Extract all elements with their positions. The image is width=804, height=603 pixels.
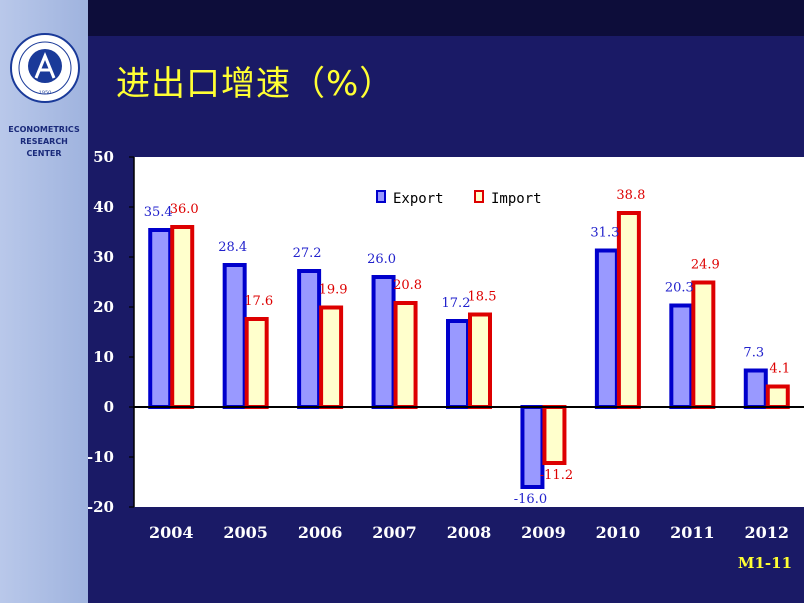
export-data-label: 28.4 [218, 240, 247, 255]
import-bar [319, 305, 344, 409]
legend-import-label: Import [491, 191, 542, 207]
center-name-line-3: CENTER [26, 149, 62, 158]
x-category-label: 2004 [149, 523, 194, 542]
import-bar [616, 211, 641, 409]
top-band [88, 0, 804, 36]
import-data-label: 20.8 [393, 278, 422, 293]
y-tick-label: 10 [93, 348, 114, 366]
import-bar [244, 317, 269, 409]
y-tick-label: 0 [104, 398, 114, 416]
export-data-label: 26.0 [367, 252, 396, 267]
export-data-label: 17.2 [442, 296, 471, 311]
import-bar [170, 225, 195, 409]
import-bar [468, 312, 492, 409]
export-bar [669, 303, 694, 409]
export-bar [743, 368, 768, 409]
institute-logo: 1950 [10, 33, 80, 103]
export-bar [297, 269, 322, 409]
legend-export-swatch [376, 190, 386, 203]
export-data-label: 7.3 [743, 346, 764, 361]
x-category-label: 2005 [223, 523, 268, 542]
import-data-label: 4.1 [769, 362, 790, 377]
legend-import-swatch [474, 190, 484, 203]
sidebar: 1950 ECONOMETRICS RESEARCH CENTER [0, 0, 88, 603]
y-tick-label: 30 [93, 248, 114, 266]
export-bar [148, 228, 173, 409]
import-bar [542, 405, 567, 465]
export-data-label: -16.0 [514, 492, 547, 507]
import-data-label: 38.8 [616, 188, 645, 203]
export-bar [222, 263, 247, 409]
import-data-label: 24.9 [691, 258, 720, 273]
x-category-label: 2010 [596, 523, 641, 542]
export-data-label: 20.3 [665, 281, 694, 296]
import-data-label: 18.5 [468, 290, 497, 305]
legend-export-label: Export [393, 191, 444, 207]
import-data-label: 17.6 [244, 294, 273, 309]
import-data-label: -11.2 [540, 468, 573, 483]
growth-bar-chart: 50403020100-10-2035.436.0200428.417.6200… [88, 148, 804, 542]
y-tick-label: 20 [93, 298, 114, 316]
import-data-label: 36.0 [170, 202, 199, 217]
export-bar [371, 275, 396, 409]
slide-number: M1-11 [737, 554, 792, 572]
export-data-label: 31.3 [590, 226, 619, 241]
y-tick-label: -10 [88, 448, 114, 466]
y-tick-label: -20 [88, 498, 114, 516]
x-category-label: 2011 [670, 523, 715, 542]
research-center-name: ECONOMETRICS RESEARCH CENTER [0, 124, 88, 160]
x-category-label: 2006 [298, 523, 343, 542]
export-data-label: 27.2 [293, 246, 322, 261]
y-tick-label: 40 [93, 198, 114, 216]
import-bar [765, 384, 790, 409]
import-bar [691, 280, 716, 409]
chart-legend: Export Import [376, 190, 542, 207]
x-category-label: 2009 [521, 523, 566, 542]
center-name-line-1: ECONOMETRICS [8, 125, 80, 134]
import-data-label: 19.9 [319, 283, 348, 298]
slide-title: 进出口增速（%） [116, 64, 395, 104]
x-category-label: 2007 [372, 523, 417, 542]
import-bar [393, 301, 418, 409]
center-name-line-2: RESEARCH [20, 137, 68, 146]
export-bar [594, 248, 619, 409]
x-category-label: 2008 [447, 523, 492, 542]
export-bar [446, 319, 470, 409]
logo-year: 1950 [39, 90, 52, 96]
export-data-label: 35.4 [144, 205, 173, 220]
y-tick-label: 50 [93, 148, 114, 166]
x-category-label: 2012 [745, 523, 790, 542]
